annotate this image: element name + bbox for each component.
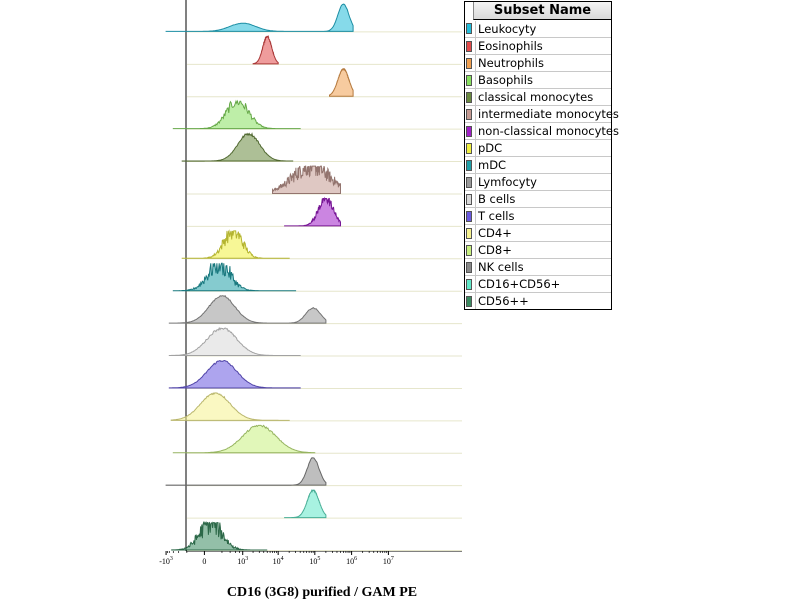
legend-item: classical monocytes bbox=[465, 88, 611, 105]
legend-title: Subset Name bbox=[473, 2, 611, 20]
legend-item: CD56++ bbox=[465, 292, 611, 309]
x-tick-label: 106 bbox=[346, 556, 357, 566]
legend-label: CD16+CD56+ bbox=[475, 276, 560, 292]
legend-item: intermediate monocytes bbox=[465, 105, 619, 122]
x-tick-label: 103 bbox=[237, 556, 248, 566]
legend-label: B cells bbox=[475, 191, 515, 207]
legend-item: T cells bbox=[465, 207, 611, 224]
legend-label: mDC bbox=[475, 157, 506, 173]
legend-label: CD8+ bbox=[475, 242, 512, 258]
legend-label: Eosinophils bbox=[475, 38, 543, 54]
legend-item: CD16+CD56+ bbox=[465, 275, 611, 292]
legend-swatch bbox=[466, 295, 472, 307]
histogram-non-classical-monocytes bbox=[284, 196, 341, 227]
legend-item: mDC bbox=[465, 156, 611, 173]
histogram-eosinophils bbox=[252, 34, 279, 65]
histogram-t-cells bbox=[168, 359, 301, 389]
legend-item: Eosinophils bbox=[465, 37, 611, 54]
legend-swatch bbox=[466, 40, 472, 52]
legend-swatch bbox=[466, 108, 472, 120]
legend-swatch bbox=[466, 210, 472, 222]
histogram-cd16-cd56- bbox=[284, 489, 327, 519]
legend-item: pDC bbox=[465, 139, 611, 156]
legend-label: Basophils bbox=[475, 72, 533, 88]
legend-item: CD8+ bbox=[465, 241, 611, 258]
histogram-neutrophils bbox=[329, 68, 354, 97]
histogram-leukocyty bbox=[165, 3, 354, 32]
legend-label: non-classical monocytes bbox=[475, 123, 619, 139]
legend-swatch bbox=[466, 244, 472, 256]
histogram-lymfocyty bbox=[168, 294, 327, 324]
legend-swatch bbox=[466, 227, 472, 239]
x-tick-label: -103 bbox=[159, 556, 173, 566]
legend-swatch bbox=[466, 91, 472, 103]
x-axis-ticks: -103 0 103 104 105 106 107 bbox=[159, 551, 394, 566]
legend-label: CD56++ bbox=[475, 293, 529, 309]
legend-swatch bbox=[466, 176, 472, 188]
histogram-basophils bbox=[172, 99, 301, 130]
plot-area bbox=[165, 0, 462, 552]
histogram-cd56- bbox=[171, 520, 268, 551]
legend-swatch bbox=[466, 159, 472, 171]
x-tick-label: 0 bbox=[202, 557, 206, 566]
histogram-intermediate-monocytes bbox=[272, 165, 341, 194]
legend-label: T cells bbox=[475, 208, 514, 224]
x-tick-label: 107 bbox=[383, 556, 394, 566]
legend-label: classical monocytes bbox=[475, 89, 593, 105]
x-tick-label: 105 bbox=[309, 556, 320, 566]
legend-label: NK cells bbox=[475, 259, 524, 275]
legend-item: Basophils bbox=[465, 71, 611, 88]
legend-rows: Leukocyty Eosinophils Neutrophils Basophils… bbox=[465, 20, 619, 309]
legend-item: B cells bbox=[465, 190, 611, 207]
histogram-cd4- bbox=[170, 392, 290, 421]
legend-label: Leukocyty bbox=[475, 20, 536, 37]
legend-swatch bbox=[466, 125, 472, 137]
histogram-b-cells bbox=[168, 326, 301, 357]
histogram-cd8- bbox=[172, 424, 316, 454]
legend-swatch bbox=[466, 142, 472, 154]
legend-item: Neutrophils bbox=[465, 54, 611, 71]
legend-swatch bbox=[466, 23, 472, 34]
legend-item: Lymfocyty bbox=[465, 173, 611, 190]
legend: Subset Name Leukocyty Eosinophils Neutroph… bbox=[464, 1, 619, 310]
legend-item: non-classical monocytes bbox=[465, 122, 619, 139]
x-axis-label: CD16 (3G8) purified / GAM PE bbox=[227, 585, 417, 600]
x-tick-label: 104 bbox=[273, 556, 284, 566]
legend-swatch bbox=[466, 261, 472, 273]
legend-swatch bbox=[466, 278, 472, 290]
legend-swatch bbox=[466, 193, 472, 205]
legend-label: CD4+ bbox=[475, 225, 512, 241]
histogram-mdc bbox=[172, 262, 297, 292]
histogram-nk-cells bbox=[165, 457, 327, 486]
legend-label: intermediate monocytes bbox=[475, 106, 619, 122]
legend-swatch bbox=[466, 57, 472, 69]
legend-item: CD4+ bbox=[465, 224, 611, 241]
legend-swatch bbox=[466, 74, 472, 86]
legend-item: Leukocyty bbox=[465, 20, 611, 37]
legend-item: NK cells bbox=[465, 258, 611, 275]
histogram-classical-monocytes bbox=[181, 132, 294, 162]
legend-label: Lymfocyty bbox=[475, 174, 537, 190]
legend-label: pDC bbox=[475, 140, 502, 156]
histogram-pdc bbox=[181, 229, 290, 259]
legend-label: Neutrophils bbox=[475, 55, 544, 71]
